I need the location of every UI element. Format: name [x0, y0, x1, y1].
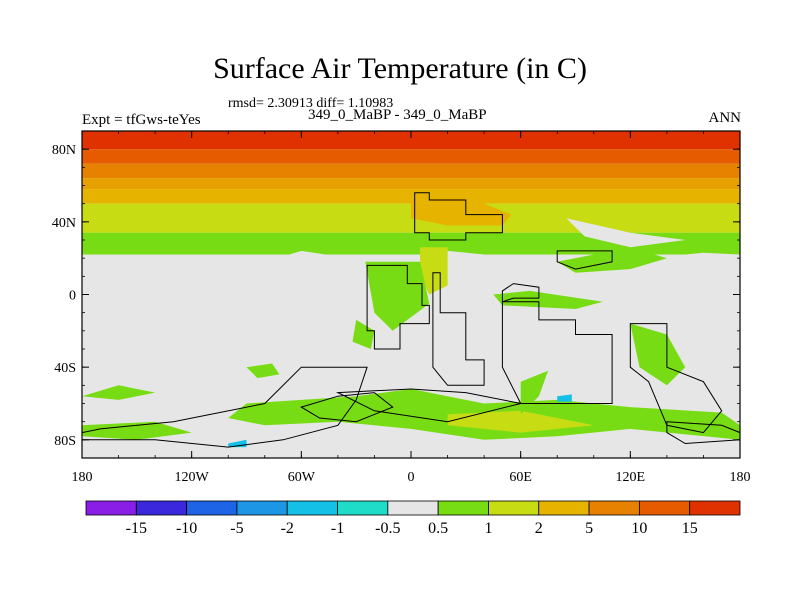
x-tick-label: 0 — [408, 470, 415, 485]
x-tick-label: 120E — [616, 470, 646, 485]
anomaly-region-4 — [447, 410, 594, 433]
coastline-6 — [335, 388, 521, 423]
experiment-label: Expt = tfGws-teYes — [82, 112, 201, 128]
coastline-layer — [82, 192, 740, 448]
colorbar-label: -10 — [176, 520, 197, 537]
anomaly-region-15 — [566, 218, 686, 248]
colorbar-swatch-2 — [186, 500, 238, 516]
colorbar-label: 0.5 — [428, 520, 448, 537]
x-tick-label: 60W — [288, 470, 316, 485]
anomaly-region-2 — [365, 261, 430, 331]
colorbar-swatch-6 — [387, 500, 439, 516]
colorbar-label: 2 — [535, 520, 543, 537]
lat-band-3 — [82, 178, 740, 190]
coastline-9 — [501, 283, 540, 303]
y-tick-label: 80S — [54, 434, 76, 449]
y-tick-label: 0 — [69, 289, 76, 304]
colorbar-swatch-4 — [286, 500, 338, 516]
lat-band-6 — [82, 232, 740, 255]
anomaly-region-12 — [246, 363, 280, 379]
lat-band-2 — [82, 163, 740, 179]
x-tick-label: 180 — [730, 470, 751, 485]
colorbar-swatch-8 — [488, 500, 540, 516]
coastline-0 — [414, 192, 503, 241]
colorbar-swatch-3 — [236, 500, 288, 516]
season-label: ANN — [708, 110, 742, 126]
anomaly-region-13 — [557, 394, 572, 402]
colorbar-swatch-11 — [638, 500, 691, 516]
anomaly-region-9 — [493, 290, 603, 309]
coastline-4 — [82, 366, 368, 448]
lat-band-4 — [82, 189, 740, 204]
stats-label: rmsd= 2.30913 diff= 1.10983 — [228, 96, 394, 111]
anomaly-region-0 — [411, 200, 512, 226]
colorbar-label: -1 — [331, 520, 344, 537]
anomaly-region-7 — [82, 385, 156, 400]
colorbar-swatch-10 — [588, 500, 640, 516]
coastline-8 — [666, 421, 740, 445]
coastline-10 — [556, 250, 613, 270]
colorbar-label: 5 — [585, 520, 593, 537]
anomaly-region-5 — [82, 421, 192, 440]
axis-layer: 180 120W 60W 0 60E 120E 180 80N 40N 0 40S 80S — [52, 130, 751, 485]
colorbar-swatch-9 — [538, 500, 590, 516]
colorbar-label: -2 — [281, 520, 294, 537]
lat-band-1 — [82, 149, 740, 164]
colorbar-swatch-5 — [337, 500, 389, 516]
colorbar-swatch-12 — [689, 500, 741, 516]
x-tick-label: 120W — [175, 470, 210, 485]
colorbar-swatch-1 — [135, 500, 188, 516]
anomaly-region-10 — [630, 323, 686, 386]
coastline-5 — [300, 392, 394, 423]
lat-band-0 — [82, 131, 740, 150]
colorbar-label: -0.5 — [375, 520, 400, 537]
x-tick-label: 180 — [72, 470, 93, 485]
colorbar-swatch-0 — [85, 500, 137, 516]
y-tick-label: 80N — [52, 143, 76, 158]
coastline-3 — [501, 301, 613, 404]
chart-title: Surface Air Temperature (in C) — [213, 52, 587, 85]
colorbar-label: 10 — [631, 520, 647, 537]
coastline-1 — [366, 264, 430, 350]
case-label: 349_0_MaBP - 349_0_MaBP — [308, 107, 487, 123]
field-layer — [82, 131, 740, 458]
anomaly-region-1 — [420, 247, 448, 295]
coastline-7 — [629, 323, 723, 434]
colorbar-label: -5 — [230, 520, 243, 537]
coastline-2 — [432, 272, 485, 386]
colorbar: -15 -10 -5 -2 -1 -0.5 0.5 1 2 5 10 15 — [85, 500, 741, 537]
anomaly-region-11 — [352, 319, 375, 349]
x-tick-label: 60E — [509, 470, 532, 485]
colorbar-label: 15 — [682, 520, 698, 537]
y-tick-label: 40S — [54, 361, 76, 376]
y-tick-label: 40N — [52, 216, 76, 231]
colorbar-label: 1 — [484, 520, 492, 537]
colorbar-label: -15 — [126, 520, 147, 537]
colorbar-swatch-7 — [437, 500, 489, 516]
